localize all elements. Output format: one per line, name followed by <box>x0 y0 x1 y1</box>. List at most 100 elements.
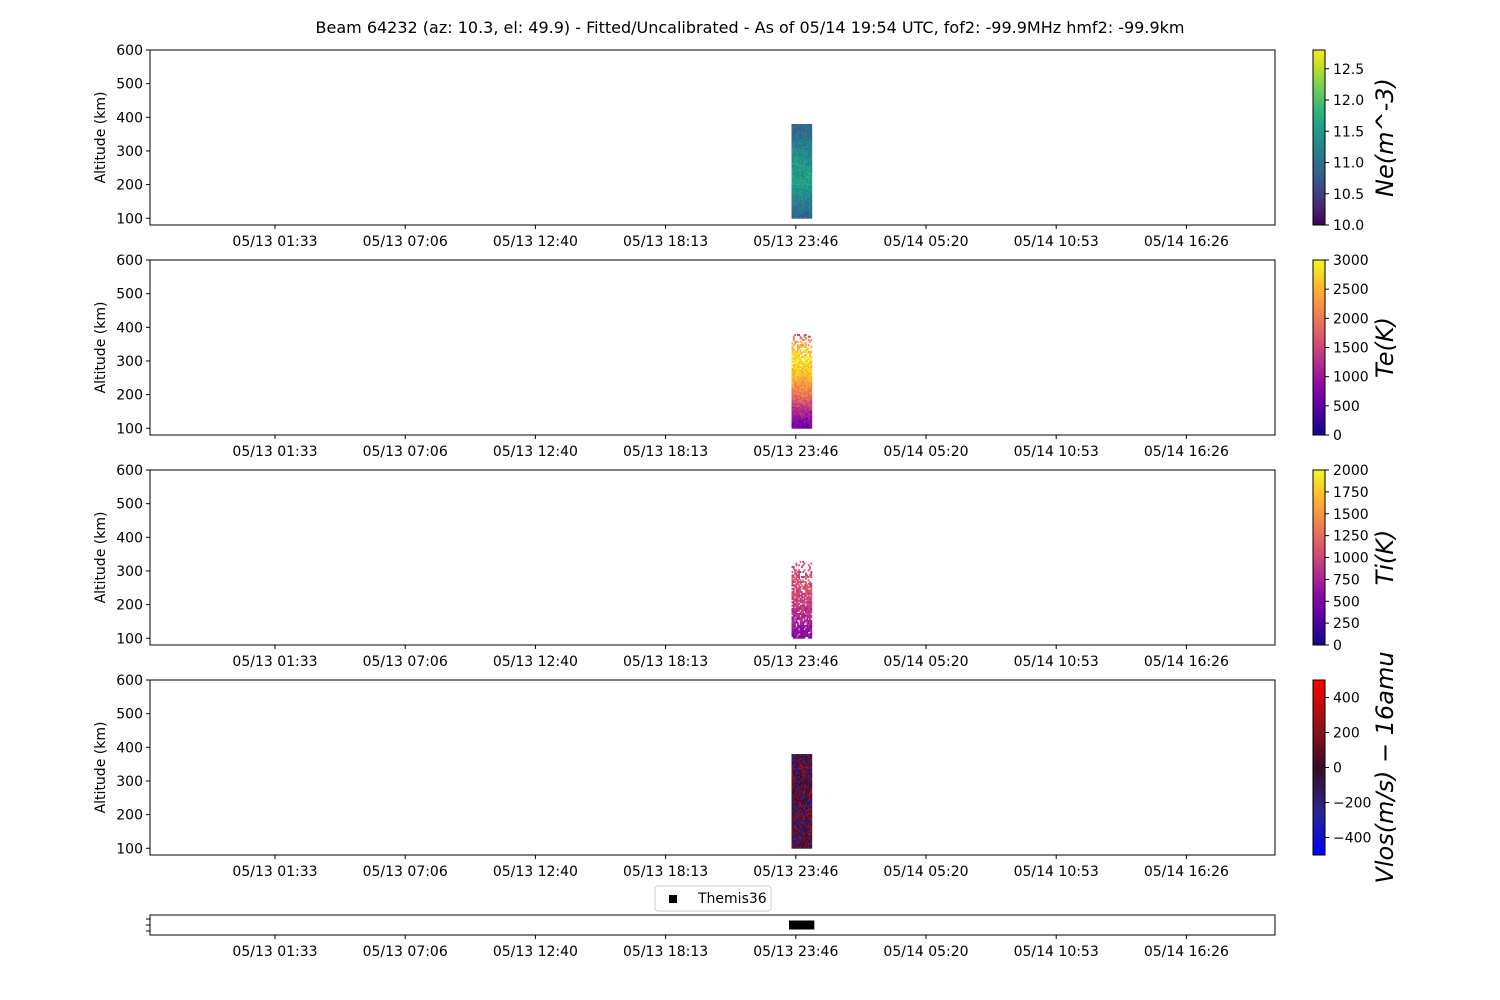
heatmap-cell <box>807 838 810 841</box>
heatmap-cell <box>796 802 799 805</box>
heatmap-cell <box>794 621 796 624</box>
heatmap-cell <box>807 137 810 140</box>
heatmap-cell <box>802 826 805 829</box>
heatmap-cell <box>800 213 803 216</box>
heatmap-cell <box>795 807 798 810</box>
heatmap-cell <box>803 779 806 782</box>
heatmap-cell <box>791 204 794 207</box>
heatmap-cell <box>798 423 801 426</box>
heatmap-cell <box>791 584 794 587</box>
heatmap-cell <box>809 157 811 160</box>
heatmap-cell <box>796 589 799 592</box>
heatmap-cell <box>809 416 811 419</box>
heatmap-cell <box>807 189 810 192</box>
heatmap-cell <box>796 628 799 631</box>
heatmap-cell <box>795 846 798 849</box>
heatmap-cell <box>795 384 798 387</box>
heatmap-cell <box>805 601 807 604</box>
heatmap-cell <box>794 843 796 846</box>
heatmap-cell <box>810 614 813 617</box>
heatmap-cell <box>798 181 801 184</box>
heatmap-cell <box>796 797 799 800</box>
heatmap-cell <box>798 159 801 162</box>
heatmap-cell <box>803 408 806 411</box>
heatmap-cell <box>798 586 801 589</box>
heatmap-cell <box>807 811 810 814</box>
heatmap-cell <box>806 406 809 409</box>
heatmap-cell <box>791 807 794 810</box>
heatmap-cell <box>806 775 809 778</box>
x-tick-label: 05/14 05:20 <box>883 944 968 960</box>
heatmap-cell <box>799 779 802 782</box>
heatmap-cell <box>809 829 811 832</box>
heatmap-cell <box>809 565 811 568</box>
heatmap-cell <box>796 347 799 350</box>
heatmap-cell <box>807 801 810 804</box>
heatmap-cell <box>800 152 803 155</box>
heatmap-cell <box>796 384 799 387</box>
heatmap-cell <box>795 198 798 201</box>
heatmap-cell <box>809 821 811 824</box>
heatmap-cell <box>799 166 802 169</box>
heatmap-cell <box>807 789 810 792</box>
heatmap-cell <box>802 199 805 202</box>
heatmap-cell <box>810 216 813 219</box>
heatmap-cell <box>794 597 796 600</box>
heatmap-cell <box>807 582 810 585</box>
heatmap-cell <box>802 809 805 812</box>
heatmap-cell <box>805 196 807 199</box>
heatmap-cell <box>805 762 807 765</box>
heatmap-cell <box>794 807 796 810</box>
heatmap-cell <box>802 186 805 189</box>
heatmap-cell <box>796 199 799 202</box>
heatmap-cell <box>794 411 796 414</box>
heatmap-cell <box>798 844 801 847</box>
heatmap-cell <box>805 634 807 637</box>
heatmap-cell <box>799 135 802 138</box>
heatmap-cell <box>810 784 813 787</box>
heatmap-cell <box>810 611 813 614</box>
heatmap-cell <box>796 124 799 127</box>
heatmap-cell <box>806 787 809 790</box>
heatmap-cell <box>810 836 813 839</box>
heatmap-cell <box>803 614 806 617</box>
heatmap-cell <box>794 823 796 826</box>
heatmap-cell <box>802 633 805 636</box>
heatmap-cell <box>810 201 813 204</box>
heatmap-cell <box>803 411 806 414</box>
heatmap-cell <box>800 130 803 133</box>
heatmap-cell <box>810 189 813 192</box>
heatmap-cell <box>805 179 807 182</box>
heatmap-cell <box>798 191 801 194</box>
heatmap-cell <box>798 171 801 174</box>
heatmap-cell <box>803 836 806 839</box>
heatmap-cell <box>802 596 805 599</box>
heatmap-cell <box>799 196 802 199</box>
heatmap-cell <box>807 774 810 777</box>
heatmap-cell <box>794 145 796 148</box>
colorbar-tick-label: 400 <box>1333 691 1360 707</box>
heatmap-cell <box>796 821 799 824</box>
heatmap-cell <box>806 147 809 150</box>
heatmap-cell <box>809 762 811 765</box>
heatmap-cell <box>805 572 807 575</box>
heatmap-cell <box>792 791 795 794</box>
y-tick-label: 100 <box>116 211 143 227</box>
heatmap-cell <box>809 421 811 424</box>
heatmap-cell <box>791 787 794 790</box>
heatmap-cell <box>805 770 807 773</box>
heatmap-cell <box>794 777 796 780</box>
heatmap-cell <box>807 770 810 773</box>
heatmap-cell <box>798 833 801 836</box>
heatmap-cell <box>805 765 807 768</box>
heatmap-cell <box>795 379 798 382</box>
heatmap-cell <box>791 409 794 412</box>
heatmap-cell <box>806 214 809 217</box>
colorbar-tick-label: 2000 <box>1333 463 1369 479</box>
heatmap-cell <box>798 839 801 842</box>
heatmap-cell <box>806 125 809 128</box>
heatmap-cell <box>807 807 810 810</box>
y-tick-label: 600 <box>116 463 143 479</box>
heatmap-cell <box>799 591 802 594</box>
heatmap-cell <box>798 382 801 385</box>
